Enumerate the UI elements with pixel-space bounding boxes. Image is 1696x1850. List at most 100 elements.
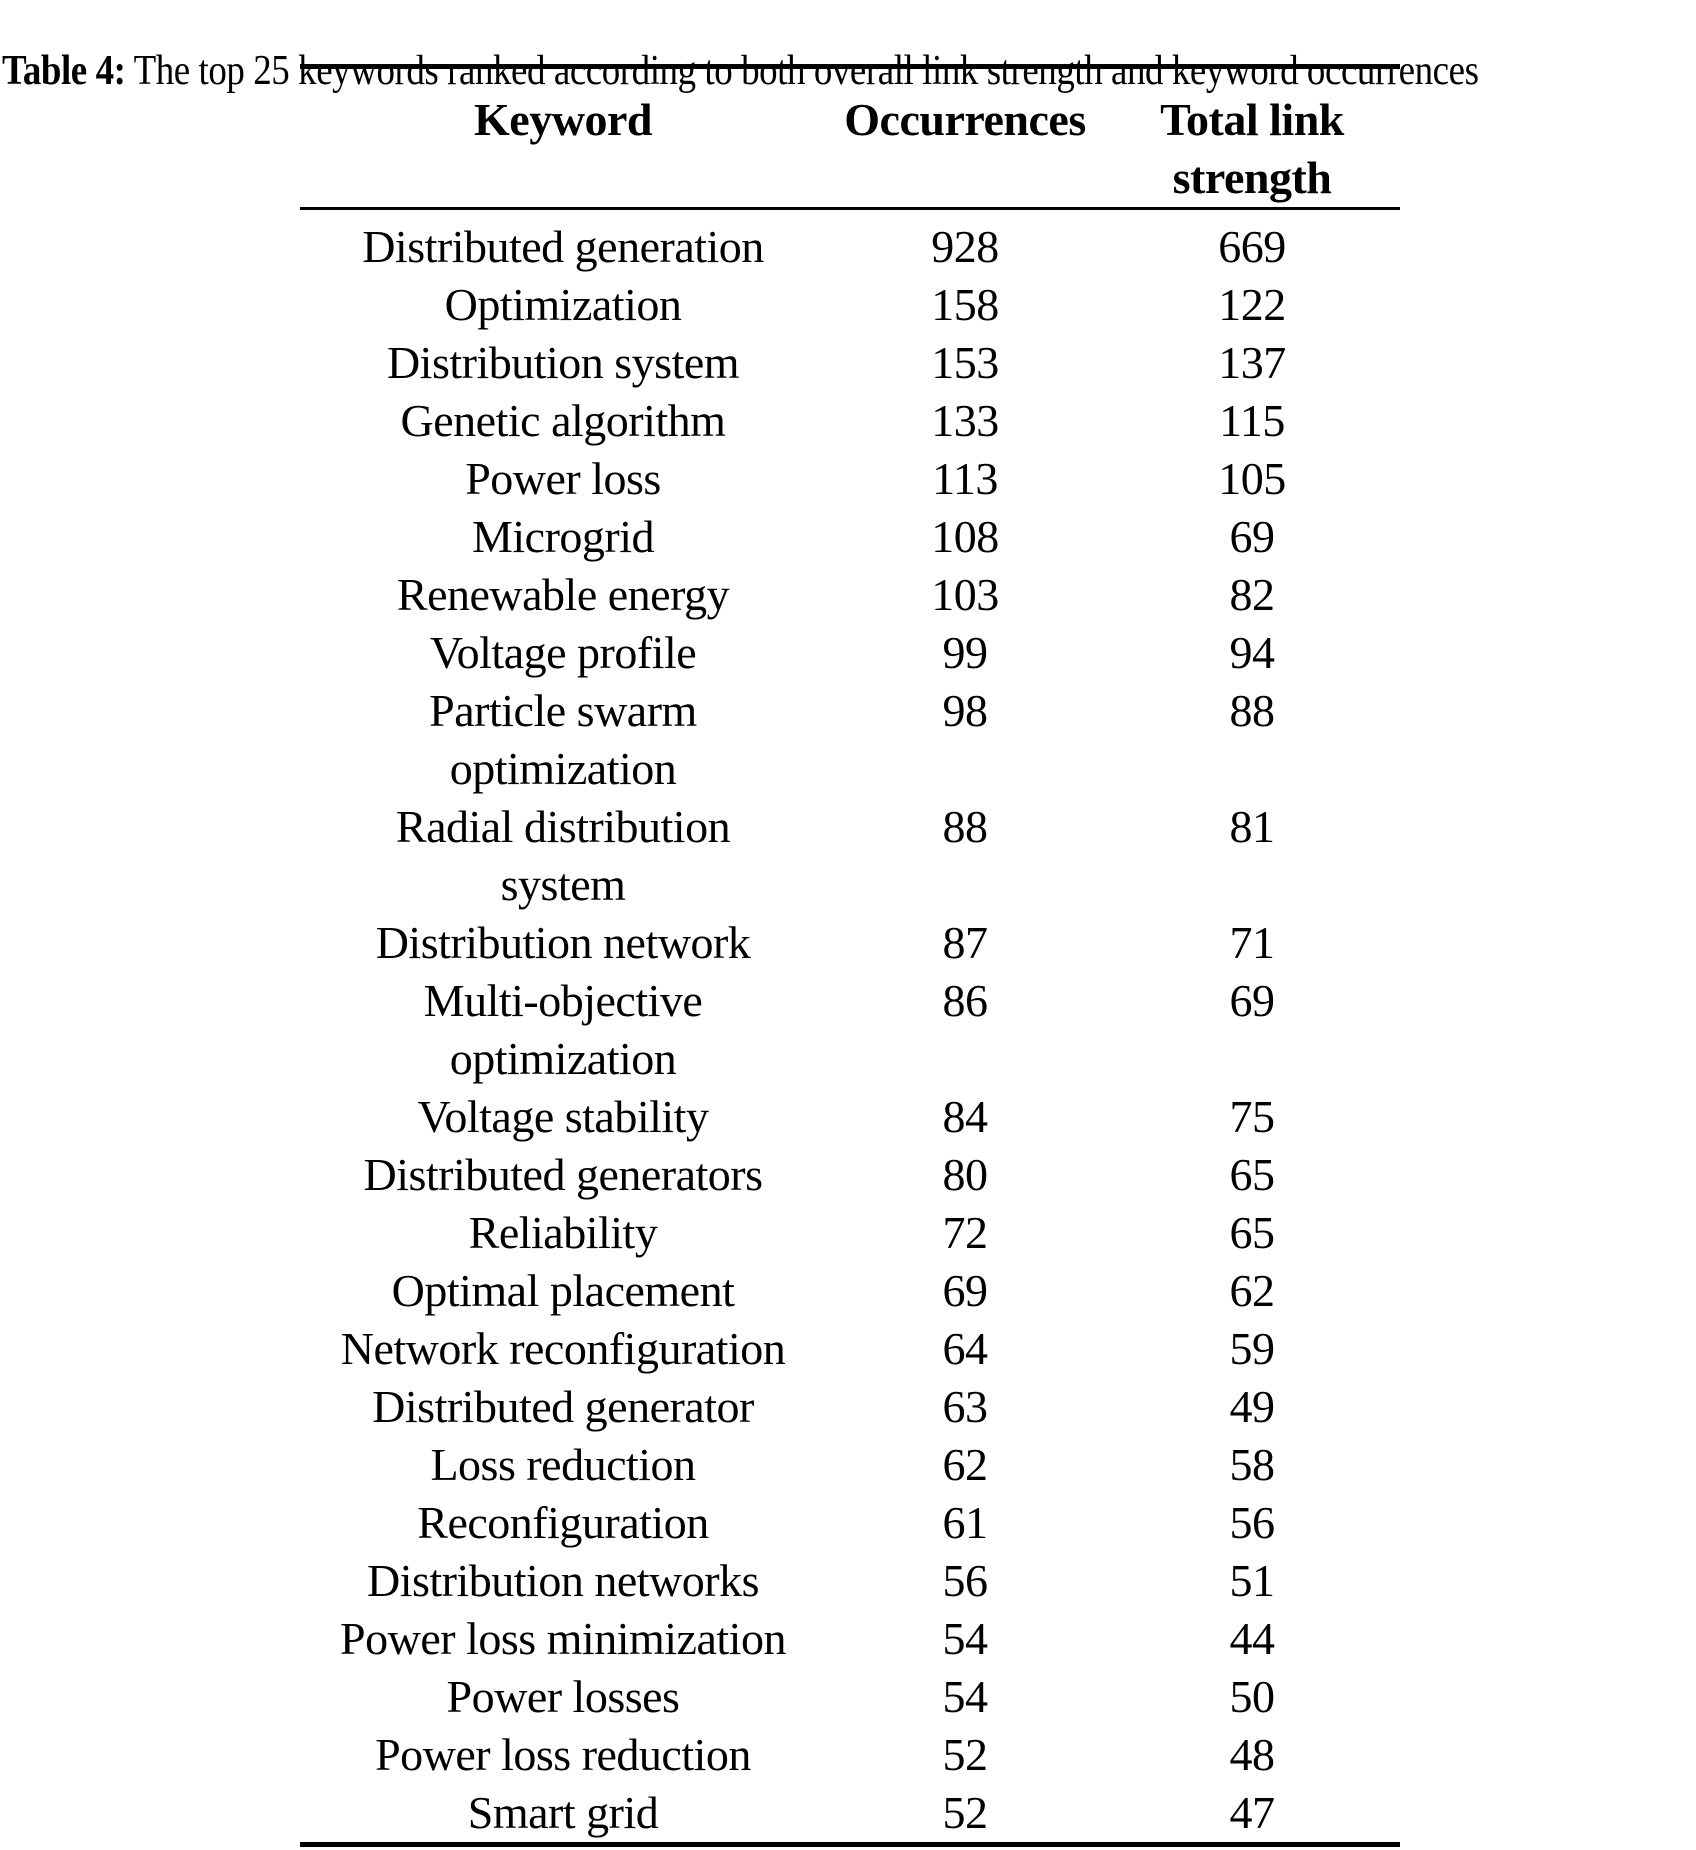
table-row: Distribution networks 56 51 [300, 1552, 1400, 1610]
occurrences-cell: 113 [932, 453, 998, 504]
link-strength-cell: 65 [1229, 1149, 1276, 1200]
keyword-cell: Network reconfiguration [340, 1323, 786, 1374]
keyword-cell: Reconfiguration [417, 1497, 709, 1548]
table-row: Distributed generator 63 49 [300, 1378, 1400, 1436]
link-strength-cell: 81 [1229, 801, 1276, 852]
link-strength-cell: 44 [1229, 1613, 1276, 1664]
keyword-cell: Loss reduction [430, 1439, 696, 1490]
table-row: Radial distribution system 88 81 [300, 798, 1400, 914]
link-strength-cell: 69 [1229, 975, 1276, 1026]
occurrences-cell: 98 [942, 685, 989, 736]
header-keyword: Keyword [474, 94, 652, 145]
occurrences-cell: 84 [942, 1091, 989, 1142]
table-row: Voltage profile 99 94 [300, 624, 1400, 682]
header-occurrences: Occurrences [844, 94, 1086, 145]
table-row: Power loss 113 105 [300, 450, 1400, 508]
table-top-rule [300, 64, 1400, 69]
link-strength-cell: 49 [1229, 1381, 1276, 1432]
table-row: Voltage stability 84 75 [300, 1088, 1400, 1146]
link-strength-cell: 115 [1219, 395, 1285, 446]
keyword-cell: Voltage profile [429, 627, 697, 678]
occurrences-cell: 133 [931, 395, 999, 446]
occurrences-cell: 61 [942, 1497, 989, 1548]
keyword-cell: Power loss minimization [340, 1613, 786, 1664]
keyword-cell: Reliability [468, 1207, 658, 1258]
occurrences-cell: 108 [931, 511, 999, 562]
table-row: Renewable energy 103 82 [300, 566, 1400, 624]
keyword-cell: Voltage stability [417, 1091, 709, 1142]
keyword-cell: Distributed generation [362, 221, 764, 272]
occurrences-cell: 52 [942, 1729, 989, 1780]
link-strength-cell: 50 [1229, 1671, 1276, 1722]
occurrences-cell: 87 [942, 917, 989, 968]
keyword-cell: Microgrid [471, 511, 655, 562]
table-row: Network reconfiguration 64 59 [300, 1320, 1400, 1378]
link-strength-cell: 69 [1229, 511, 1276, 562]
link-strength-cell: 82 [1229, 569, 1276, 620]
link-strength-cell: 88 [1229, 685, 1276, 736]
link-strength-cell: 94 [1229, 627, 1276, 678]
table-caption: Table 4: The top 25 keywords ranked acco… [2, 44, 1479, 98]
table-caption-label: Table 4: [2, 48, 126, 94]
occurrences-cell: 52 [942, 1787, 989, 1838]
table-row: Power loss reduction 52 48 [300, 1726, 1400, 1784]
occurrences-cell: 103 [931, 569, 999, 620]
table-row: Power losses 54 50 [300, 1668, 1400, 1726]
link-strength-cell: 58 [1229, 1439, 1276, 1490]
table-row: Genetic algorithm 133 115 [300, 392, 1400, 450]
keyword-cell: Distribution network [375, 917, 751, 968]
keywords-table: Keyword Occurrences Total link strength … [300, 64, 1400, 1847]
occurrences-cell: 56 [942, 1555, 989, 1606]
table-row: Loss reduction 62 58 [300, 1436, 1400, 1494]
occurrences-cell: 54 [942, 1613, 989, 1664]
occurrences-cell: 928 [931, 221, 999, 272]
occurrences-cell: 88 [942, 801, 989, 852]
occurrences-cell: 153 [931, 337, 999, 388]
table-row: Power loss minimization 54 44 [300, 1610, 1400, 1668]
link-strength-cell: 669 [1218, 221, 1286, 272]
table-body: Distributed generation 928 669 Optimizat… [300, 210, 1400, 1842]
keyword-cell: Renewable energy [396, 569, 730, 620]
link-strength-cell: 59 [1229, 1323, 1276, 1374]
keyword-cell: Multi-objective optimization [423, 975, 703, 1084]
link-strength-cell: 122 [1218, 279, 1286, 330]
table-row: Particle swarm optimization 98 88 [300, 682, 1400, 798]
table-row: Multi-objective optimization 86 69 [300, 972, 1400, 1088]
keyword-cell: Power loss [465, 453, 661, 504]
keyword-cell: Distributed generator [372, 1381, 754, 1432]
table-header-row: Keyword Occurrences Total link strength [300, 69, 1400, 207]
occurrences-cell: 64 [942, 1323, 989, 1374]
link-strength-cell: 71 [1229, 917, 1276, 968]
keyword-cell: Particle swarm optimization [429, 685, 697, 794]
occurrences-cell: 62 [942, 1439, 989, 1490]
table-row: Optimal placement 69 62 [300, 1262, 1400, 1320]
table-row: Reconfiguration 61 56 [300, 1494, 1400, 1552]
occurrences-cell: 63 [942, 1381, 989, 1432]
link-strength-cell: 51 [1229, 1555, 1276, 1606]
keyword-cell: Power losses [446, 1671, 680, 1722]
occurrences-cell: 54 [942, 1671, 989, 1722]
keyword-cell: Optimization [444, 279, 682, 330]
keyword-cell: Radial distribution system [395, 801, 731, 910]
table-row: Distributed generation 928 669 [300, 218, 1400, 276]
table-bottom-rule [300, 1842, 1400, 1847]
header-total-link-strength: Total link strength [1160, 94, 1344, 203]
keyword-cell: Distribution networks [367, 1555, 759, 1606]
link-strength-cell: 75 [1229, 1091, 1276, 1142]
link-strength-cell: 47 [1229, 1787, 1276, 1838]
keyword-cell: Smart grid [467, 1787, 659, 1838]
table-row: Smart grid 52 47 [300, 1784, 1400, 1842]
occurrences-cell: 80 [942, 1149, 989, 1200]
keyword-cell: Distribution system [386, 337, 740, 388]
occurrences-cell: 72 [942, 1207, 989, 1258]
table-row: Distribution network 87 71 [300, 914, 1400, 972]
link-strength-cell: 105 [1218, 453, 1286, 504]
table-row: Distributed generators 80 65 [300, 1146, 1400, 1204]
occurrences-cell: 69 [942, 1265, 989, 1316]
link-strength-cell: 48 [1229, 1729, 1276, 1780]
link-strength-cell: 56 [1229, 1497, 1276, 1548]
keyword-cell: Genetic algorithm [400, 395, 726, 446]
table-row: Reliability 72 65 [300, 1204, 1400, 1262]
occurrences-cell: 99 [942, 627, 989, 678]
